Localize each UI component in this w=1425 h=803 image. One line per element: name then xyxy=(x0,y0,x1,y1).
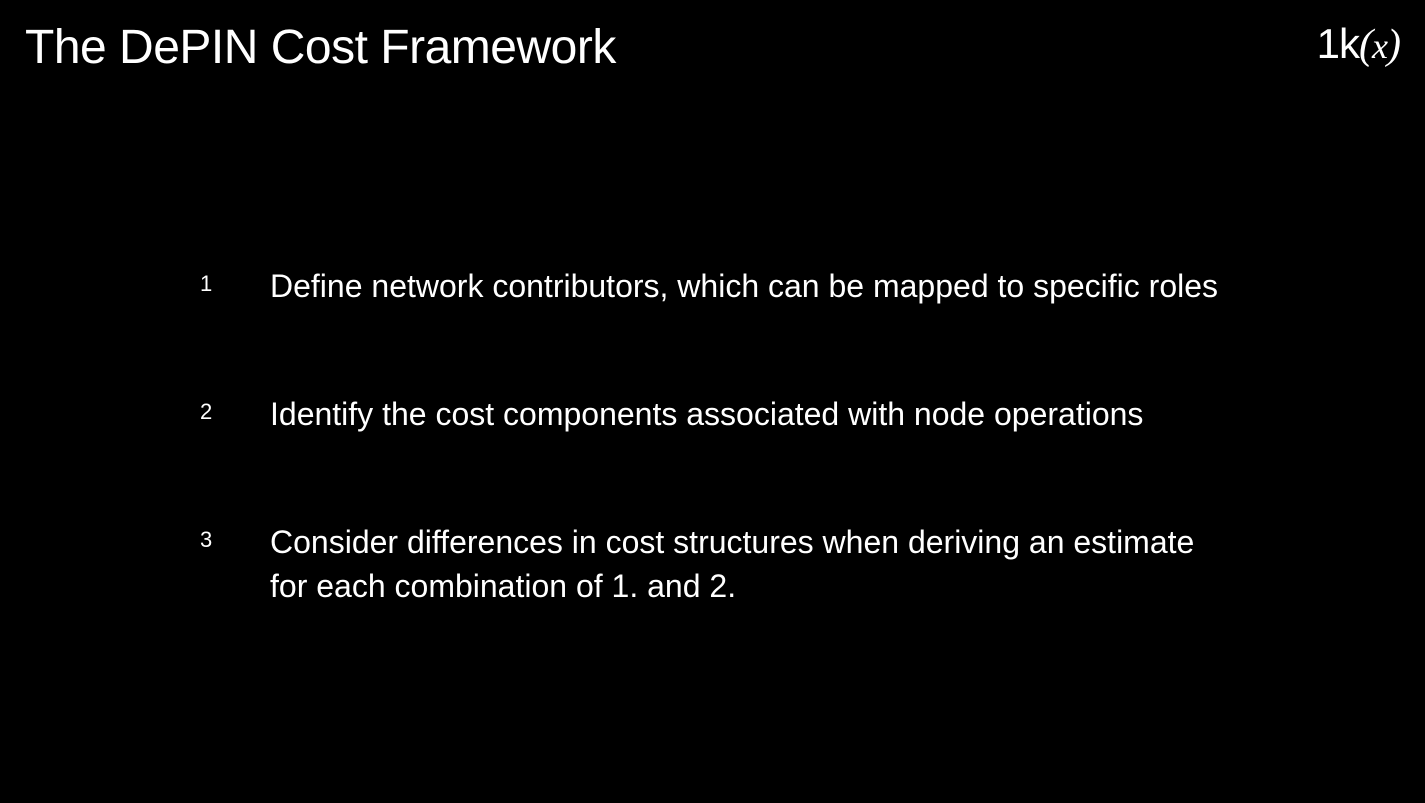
item-number: 2 xyxy=(200,393,270,425)
list-item: 3 Consider differences in cost structure… xyxy=(200,521,1225,607)
logo: 1k(x) xyxy=(1317,20,1400,69)
list-item: 1 Define network contributors, which can… xyxy=(200,265,1225,308)
logo-prefix: 1k xyxy=(1317,20,1359,67)
content-list: 1 Define network contributors, which can… xyxy=(200,265,1225,608)
item-text: Identify the cost components associated … xyxy=(270,393,1143,436)
item-text: Define network contributors, which can b… xyxy=(270,265,1218,308)
item-text: Consider differences in cost structures … xyxy=(270,521,1225,607)
item-number: 1 xyxy=(200,265,270,297)
page-title: The DePIN Cost Framework xyxy=(25,20,616,75)
list-item: 2 Identify the cost components associate… xyxy=(200,393,1225,436)
header: The DePIN Cost Framework 1k(x) xyxy=(25,20,1400,75)
item-number: 3 xyxy=(200,521,270,553)
logo-suffix: (x) xyxy=(1359,22,1400,68)
